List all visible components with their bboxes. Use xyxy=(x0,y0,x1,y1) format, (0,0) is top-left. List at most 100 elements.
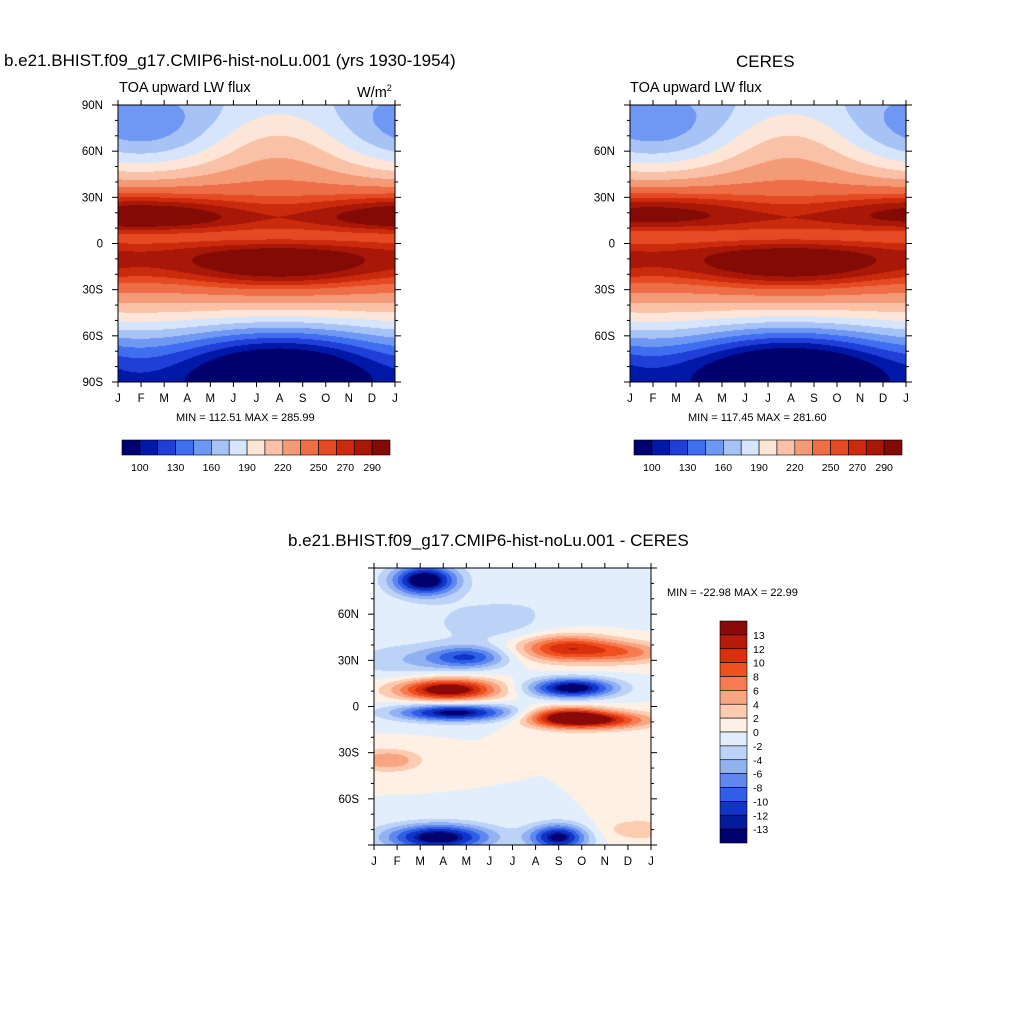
left-colorbar-box xyxy=(264,439,284,456)
right-colorbar-label: 130 xyxy=(679,462,697,474)
left-colorbar-label: 190 xyxy=(238,462,256,474)
left-panel-stats: MIN = 112.51 MAX = 285.99 xyxy=(176,412,315,424)
right-colorbar-box xyxy=(848,439,867,456)
left-y-tick-label: 0 xyxy=(97,239,103,251)
right-colorbar-label: 160 xyxy=(715,462,733,474)
units-text: W/m xyxy=(357,84,387,101)
diff-colorbar-box xyxy=(719,814,748,830)
diff-colorbar-label: 10 xyxy=(753,658,765,670)
left-colorbar-box xyxy=(193,439,212,456)
left-colorbar-box xyxy=(121,439,141,456)
diff-colorbar-box xyxy=(719,690,748,705)
left-contour-plot xyxy=(118,105,395,382)
diff-x-tick-label: D xyxy=(624,856,632,868)
diff-colorbar-label: -10 xyxy=(753,796,768,808)
right-x-tick-label: N xyxy=(856,393,864,405)
diff-y-tick-label: 30N xyxy=(338,655,359,667)
diff-colorbar-label: -13 xyxy=(753,824,768,836)
left-panel-units: W/m2 xyxy=(357,83,392,101)
right-panel-title: CERES xyxy=(736,52,795,71)
diff-y-tick-label: 60N xyxy=(338,609,359,621)
diff-colorbar-box xyxy=(719,648,748,663)
diff-colorbar-box xyxy=(719,620,748,636)
left-colorbar-box xyxy=(175,439,194,456)
right-colorbar-label: 100 xyxy=(643,462,661,474)
diff-x-tick-label: A xyxy=(532,856,540,868)
left-x-tick-label: A xyxy=(183,393,191,405)
left-colorbar-box xyxy=(318,439,337,456)
right-colorbar-box xyxy=(740,439,760,456)
left-colorbar-label: 250 xyxy=(310,462,328,474)
right-colorbar-box xyxy=(776,439,796,456)
diff-y-tick-label: 0 xyxy=(353,702,359,714)
diff-colorbar-box xyxy=(719,676,748,691)
right-x-tick-label: J xyxy=(765,393,771,405)
right-x-tick-label: M xyxy=(671,393,681,405)
diff-colorbar-box xyxy=(719,717,748,733)
diff-contour-plot xyxy=(374,568,651,845)
diff-colorbar-box xyxy=(719,828,748,844)
right-y-tick-label: 60S xyxy=(595,331,616,343)
left-x-tick-label: S xyxy=(299,393,307,405)
left-x-tick-label: J xyxy=(392,393,398,405)
diff-x-tick-label: F xyxy=(394,856,401,868)
left-x-tick-label: J xyxy=(231,393,237,405)
right-colorbar-box xyxy=(865,439,885,456)
right-contour-plot xyxy=(630,105,906,382)
right-colorbar-label: 190 xyxy=(750,462,768,474)
right-colorbar-box xyxy=(723,439,742,456)
diff-y-tick-label: 30S xyxy=(339,748,360,760)
diff-colorbar-box xyxy=(719,662,748,677)
right-x-tick-label: J xyxy=(627,393,633,405)
diff-x-tick-label: J xyxy=(510,856,516,868)
left-colorbar-box xyxy=(228,439,248,456)
right-x-tick-label: O xyxy=(833,393,842,405)
right-frame xyxy=(629,104,907,383)
left-colorbar-label: 160 xyxy=(203,462,221,474)
diff-colorbar-box xyxy=(719,787,748,802)
left-x-tick-label: N xyxy=(345,393,353,405)
right-x-tick-label: M xyxy=(717,393,727,405)
diff-x-tick-label: M xyxy=(415,856,425,868)
left-colorbar-box xyxy=(246,439,266,456)
right-colorbar-box xyxy=(794,439,813,456)
left-colorbar-label: 290 xyxy=(363,462,381,474)
diff-colorbar-label: 4 xyxy=(753,699,759,711)
diff-x-tick-label: O xyxy=(577,856,586,868)
left-colorbar-box xyxy=(139,439,159,456)
left-x-tick-label: M xyxy=(206,393,216,405)
units-exponent: 2 xyxy=(386,83,392,93)
left-x-tick-label: D xyxy=(368,393,376,405)
left-colorbar-box xyxy=(353,439,373,456)
right-x-tick-label: J xyxy=(742,393,748,405)
diff-colorbar-box xyxy=(719,801,748,816)
left-colorbar-box xyxy=(300,439,319,456)
right-x-tick-label: J xyxy=(903,393,909,405)
left-panel-subtitle: TOA upward LW flux xyxy=(119,80,251,96)
left-colorbar-box xyxy=(336,439,355,456)
left-colorbar-label: 130 xyxy=(167,462,185,474)
left-x-tick-label: J xyxy=(115,393,121,405)
left-colorbar-label: 270 xyxy=(337,462,355,474)
right-y-tick-label: 30S xyxy=(595,285,616,297)
diff-colorbar-box xyxy=(719,759,748,774)
diff-x-tick-label: N xyxy=(601,856,609,868)
left-colorbar-box xyxy=(371,439,391,456)
diff-colorbar-label: 0 xyxy=(753,727,759,739)
diff-colorbar-label: -8 xyxy=(753,783,762,795)
left-x-tick-label: M xyxy=(159,393,169,405)
right-colorbar-box xyxy=(669,439,688,456)
diff-colorbar-label: -2 xyxy=(753,741,762,753)
right-y-tick-label: 60N xyxy=(594,146,615,158)
right-colorbar-box xyxy=(812,439,831,456)
left-colorbar-label: 220 xyxy=(274,462,292,474)
right-x-tick-label: A xyxy=(787,393,795,405)
left-x-tick-label: F xyxy=(138,393,145,405)
right-panel-subtitle: TOA upward LW flux xyxy=(630,80,762,96)
diff-colorbar-label: -12 xyxy=(753,810,768,822)
left-y-tick-label: 90N xyxy=(82,100,103,112)
diff-colorbar-label: 8 xyxy=(753,672,759,684)
left-x-tick-label: J xyxy=(254,393,260,405)
right-x-tick-label: F xyxy=(649,393,656,405)
